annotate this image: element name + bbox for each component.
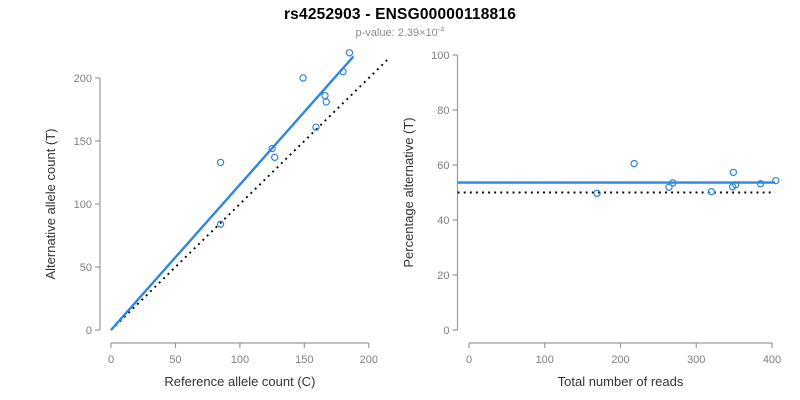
figure-header: rs4252903 - ENSG00000118816 p-value: 2.3… [0, 6, 800, 39]
x-tick-label: 0 [466, 354, 472, 366]
figure-subtitle: p-value: 2.39×10-4 [0, 24, 800, 39]
data-point [321, 91, 329, 100]
data-point [593, 189, 601, 198]
y-tick-label: 80 [437, 105, 449, 117]
y-tick-label: 200 [74, 73, 92, 85]
y-tick-label: 20 [437, 270, 449, 282]
data-point [665, 183, 673, 191]
data-point [731, 181, 740, 189]
y-tick-label: 150 [74, 136, 92, 148]
y-tick-label: 60 [437, 160, 449, 172]
y-tick-label: 0 [443, 325, 449, 337]
p-value-text: p-value: 2.39×10 [355, 27, 438, 39]
regression-line [110, 55, 355, 331]
x-tick-label: 200 [360, 354, 378, 366]
data-point [312, 123, 320, 131]
data-point [772, 176, 780, 185]
x-tick-label: 50 [169, 354, 181, 366]
y-tick-label: 50 [80, 262, 92, 274]
data-point [345, 49, 354, 57]
y-tick-label: 100 [431, 50, 449, 62]
data-point [271, 153, 279, 162]
y-tick-label: 100 [74, 199, 92, 211]
y-tick-label: 0 [86, 325, 92, 337]
data-point [216, 158, 225, 167]
x-tick-label: 100 [231, 354, 249, 366]
x-tick-label: 0 [108, 354, 114, 366]
x-axis-title: Reference allele count (C) [164, 374, 315, 389]
figure-title: rs4252903 - ENSG00000118816 [283, 6, 517, 23]
identity-line [110, 57, 391, 331]
data-point [669, 179, 677, 187]
x-tick-label: 200 [611, 354, 629, 366]
data-point [339, 67, 347, 76]
data-point [756, 179, 765, 188]
y-axis-title: Alternative allele count (T) [43, 128, 58, 279]
data-point [630, 159, 638, 168]
x-tick-label: 300 [687, 354, 705, 366]
p-value-exponent: -4 [437, 24, 445, 34]
x-tick-label: 100 [536, 354, 554, 366]
data-point [216, 220, 225, 228]
x-tick-label: 150 [295, 354, 313, 366]
y-tick-label: 40 [437, 215, 449, 227]
data-point [729, 168, 738, 177]
x-axis-title: Total number of reads [558, 374, 684, 389]
x-tick-label: 400 [763, 354, 781, 366]
data-point [299, 74, 307, 82]
data-point [268, 144, 276, 153]
data-point [707, 187, 716, 196]
data-point [322, 98, 330, 106]
y-axis-title: Percentage alternative (T) [401, 117, 416, 267]
